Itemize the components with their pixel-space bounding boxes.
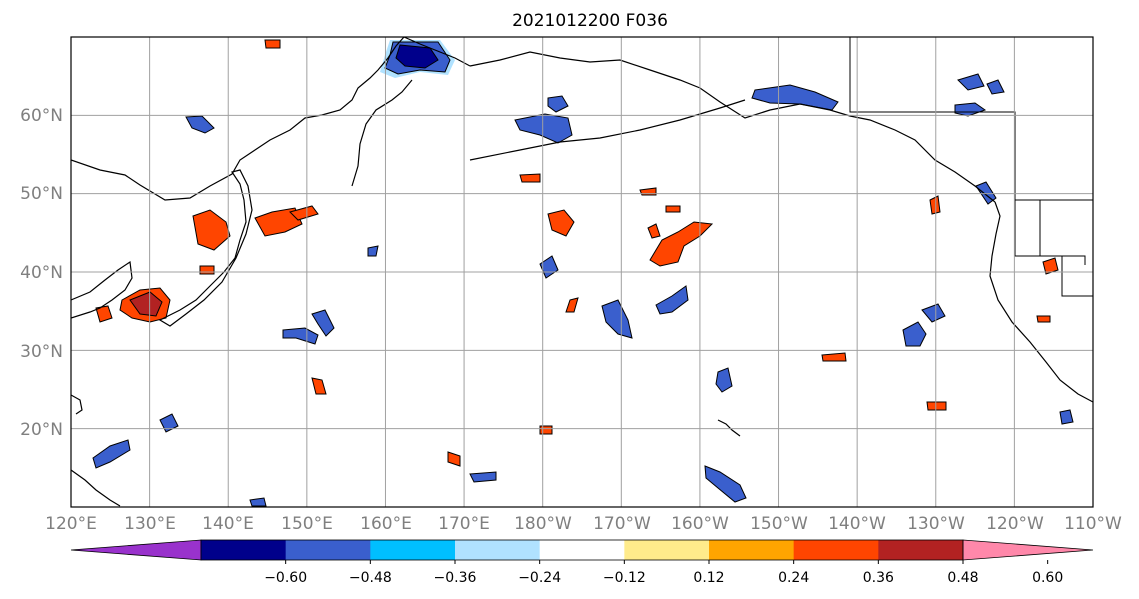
map-frame (70, 36, 1094, 508)
x-tick: 120°E (45, 514, 97, 534)
korea-coast (71, 260, 133, 319)
colorbar-tick-label: 0.12 (693, 570, 724, 586)
philippines-coast (71, 469, 121, 507)
colorbar-tick-label: 0.36 (863, 570, 894, 586)
colorbar-segment (539, 540, 625, 560)
colorbar-segment (285, 540, 371, 560)
colorbar-arrow-low (70, 539, 202, 561)
x-tick: 160°W (671, 514, 729, 534)
x-tick: 110°W (1064, 514, 1122, 534)
x-tick: 170°W (593, 514, 651, 534)
colorbar-segment (878, 540, 964, 560)
x-tick: 170°E (438, 514, 490, 534)
y-tick: 30°N (20, 342, 63, 362)
y-tick: 20°N (20, 420, 63, 440)
colorbar-segment (455, 540, 541, 560)
x-tick: 140°W (828, 514, 886, 534)
colorbar: −0.60 −0.48 −0.36 −0.24 −0.12 0.12 0.24 0.36 0.4… (70, 539, 1094, 586)
colorbar-tick-label: −0.48 (349, 570, 392, 586)
colorbar-segment (624, 540, 710, 560)
siberia-coast (403, 37, 471, 67)
gridlines (71, 37, 1093, 507)
x-axis-labels: 120°E 130°E 140°E 150°E 160°E 170°E 180°… (45, 514, 1122, 534)
colorbar-arrow-high (962, 539, 1094, 561)
japan-coast (158, 169, 253, 327)
colorbar-tick-label: −0.12 (603, 570, 646, 586)
positive-anomaly-regions (95, 39, 1059, 467)
y-tick: 50°N (20, 184, 63, 204)
x-tick: 130°E (124, 514, 176, 534)
y-tick: 40°N (20, 263, 63, 283)
coastlines (71, 37, 1093, 507)
hawaii-islands (717, 419, 741, 437)
colorbar-tick-label: 0.60 (1032, 570, 1063, 586)
y-tick: 60°N (20, 106, 63, 126)
colorbar-segment (201, 540, 287, 560)
alaska-coast (469, 51, 996, 203)
colorbar-tick-label: 0.48 (947, 570, 978, 586)
north-america-coast (989, 201, 1093, 403)
map-title: 2021012200 F036 (512, 11, 668, 31)
x-tick: 150°W (750, 514, 808, 534)
colorbar-tick-label: −0.24 (518, 570, 561, 586)
x-tick: 140°E (202, 514, 254, 534)
y-axis-labels: 20°N 30°N 40°N 50°N 60°N (20, 106, 63, 440)
map-area (71, 37, 1093, 507)
x-tick: 120°W (986, 514, 1044, 534)
political-borders (849, 37, 1093, 297)
colorbar-segment (709, 540, 795, 560)
taiwan-coast (71, 394, 83, 415)
asia-coast (71, 37, 405, 201)
colorbar-tick-label: −0.36 (434, 570, 477, 586)
x-tick: 180°W (514, 514, 572, 534)
x-tick: 130°W (907, 514, 965, 534)
colorbar-tick-label: −0.60 (264, 570, 307, 586)
aleutian-chain (469, 99, 746, 161)
colorbar-segment (793, 540, 879, 560)
colorbar-tick-label: 0.24 (778, 570, 809, 586)
colorbar-segment (370, 540, 456, 560)
x-tick: 150°E (281, 514, 333, 534)
kamchatka-coast (351, 79, 413, 187)
x-tick: 160°E (360, 514, 412, 534)
colorbar-frame (200, 539, 964, 561)
